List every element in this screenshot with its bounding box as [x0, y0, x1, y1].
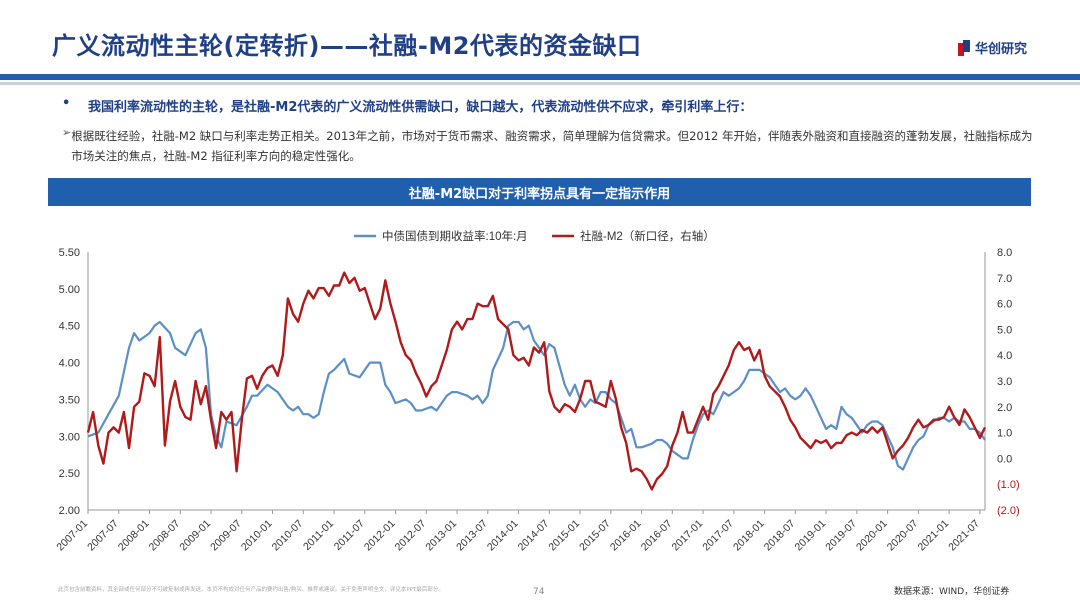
x-tick-label: 2015-01 — [546, 518, 582, 554]
y-left-tick-label: 5.50 — [59, 247, 80, 259]
key-point-text: 我国利率流动性的主轮，是社融-M2代表的广义流动性供需缺口，缺口越大，代表流动性… — [88, 100, 753, 115]
x-tick-label: 2007-01 — [54, 518, 90, 554]
y-left-tick-label: 4.00 — [59, 358, 80, 370]
key-point: • 我国利率流动性的主轮，是社融-M2代表的广义流动性供需缺口，缺口越大，代表流… — [62, 96, 752, 115]
x-tick-label: 2020-07 — [885, 518, 921, 554]
x-tick-label: 2009-01 — [177, 518, 213, 554]
y-left-tick-label: 2.00 — [59, 505, 80, 517]
x-tick-label: 2014-07 — [516, 518, 552, 554]
x-tick-label: 2010-01 — [239, 518, 275, 554]
y-right-tick-label: (1.0) — [997, 479, 1020, 491]
x-tick-label: 2017-01 — [669, 518, 705, 554]
x-tick-label: 2021-01 — [915, 518, 951, 554]
header-divider — [0, 74, 1080, 80]
y-right-tick-label: 4.0 — [997, 350, 1012, 362]
source-note: 数据来源：WIND，华创证券 — [894, 587, 1010, 597]
x-tick-label: 2011-07 — [332, 518, 367, 553]
company-logo: 华创研究 — [958, 38, 1027, 57]
x-tick-label: 2010-07 — [270, 518, 306, 554]
line-chart: 2.00 2.50 3.00 3.50 4.00 4.50 5.00 5.50 (2.0) (1.… — [54, 229, 1020, 554]
y-left-tick-label: 3.00 — [59, 431, 80, 443]
x-tick-label: 2016-07 — [639, 518, 675, 554]
x-tick-label: 2008-01 — [116, 518, 152, 554]
x-tick-label: 2018-01 — [731, 518, 767, 554]
y-left-tick-label: 5.00 — [59, 284, 80, 296]
x-tick-label: 2014-01 — [485, 518, 521, 554]
x-tick-label: 2021-07 — [946, 518, 982, 554]
chart-banner-text: 社融-M2缺口对于利率拐点具有一定指示作用 — [408, 186, 671, 202]
logo-mark-icon — [958, 39, 970, 56]
x-tick-label: 2019-01 — [792, 518, 828, 554]
x-tick-label: 2008-07 — [147, 518, 183, 554]
x-tick-label: 2009-07 — [208, 518, 244, 554]
x-tick-label: 2020-01 — [854, 518, 890, 554]
page-number: 74 — [533, 587, 545, 597]
x-tick-label: 2015-07 — [577, 518, 613, 554]
header-divider-secondary — [0, 82, 1080, 85]
legend-label-bond-yield: 中债国债到期收益率:10年:月 — [382, 229, 528, 243]
y-left-tick-label: 4.50 — [59, 321, 80, 333]
chart-banner: 社融-M2缺口对于利率拐点具有一定指示作用 — [48, 178, 1031, 206]
y-left-tick-label: 3.50 — [59, 394, 80, 406]
legend-label-tsf-m2: 社融-M2（新口径，右轴） — [580, 229, 715, 243]
bond-yield-series-line — [87, 320, 986, 471]
logo-text: 华创研究 — [975, 42, 1028, 57]
y-right-tick-label: 0.0 — [997, 453, 1012, 465]
disclaimer-text: 此页包含前瞻资料，其全部或任何部分不可被复制或再发送。本页不构成对任何产品的要约… — [58, 587, 444, 593]
x-tick-label: 2007-07 — [85, 518, 121, 554]
y-right-tick-label: 6.0 — [997, 299, 1012, 311]
arrow-bullet-icon: ➢ — [62, 126, 72, 139]
sub-point: ➢ 根据既往经验，社融-M2 缺口与利率走势正相关。2013年之前，市场对于货币… — [62, 126, 1037, 166]
y-right-tick-label: (2.0) — [997, 505, 1020, 517]
y-right-tick-label: 5.0 — [997, 324, 1012, 336]
y-right-tick-label: 3.0 — [997, 376, 1012, 388]
sub-point-text: 根据既往经验，社融-M2 缺口与利率走势正相关。2013年之前，市场对于货币需求… — [71, 129, 1033, 163]
y-right-tick-label: 2.0 — [997, 402, 1012, 414]
y-right-tick-label: 1.0 — [997, 428, 1012, 440]
page-title: 广义流动性主轮(定转折)——社融-M2代表的资金缺口 — [52, 32, 642, 60]
bullet-marker: • — [62, 96, 71, 111]
x-tick-label: 2012-07 — [393, 518, 429, 554]
x-tick-label: 2013-07 — [454, 518, 490, 554]
x-tick-label: 2016-01 — [608, 518, 644, 554]
x-tick-label: 2017-07 — [700, 518, 736, 554]
y-right-tick-label: 8.0 — [997, 247, 1012, 259]
x-tick-label: 2012-01 — [362, 518, 398, 554]
x-tick-label: 2018-07 — [762, 518, 798, 554]
tsf-m2-series-line — [86, 271, 987, 491]
x-tick-label: 2019-07 — [823, 518, 859, 554]
y-left-tick-label: 2.50 — [59, 468, 80, 480]
x-tick-label: 2013-01 — [423, 518, 459, 554]
y-right-tick-label: 7.0 — [997, 273, 1012, 285]
x-tick-label: 2011-01 — [301, 518, 336, 553]
